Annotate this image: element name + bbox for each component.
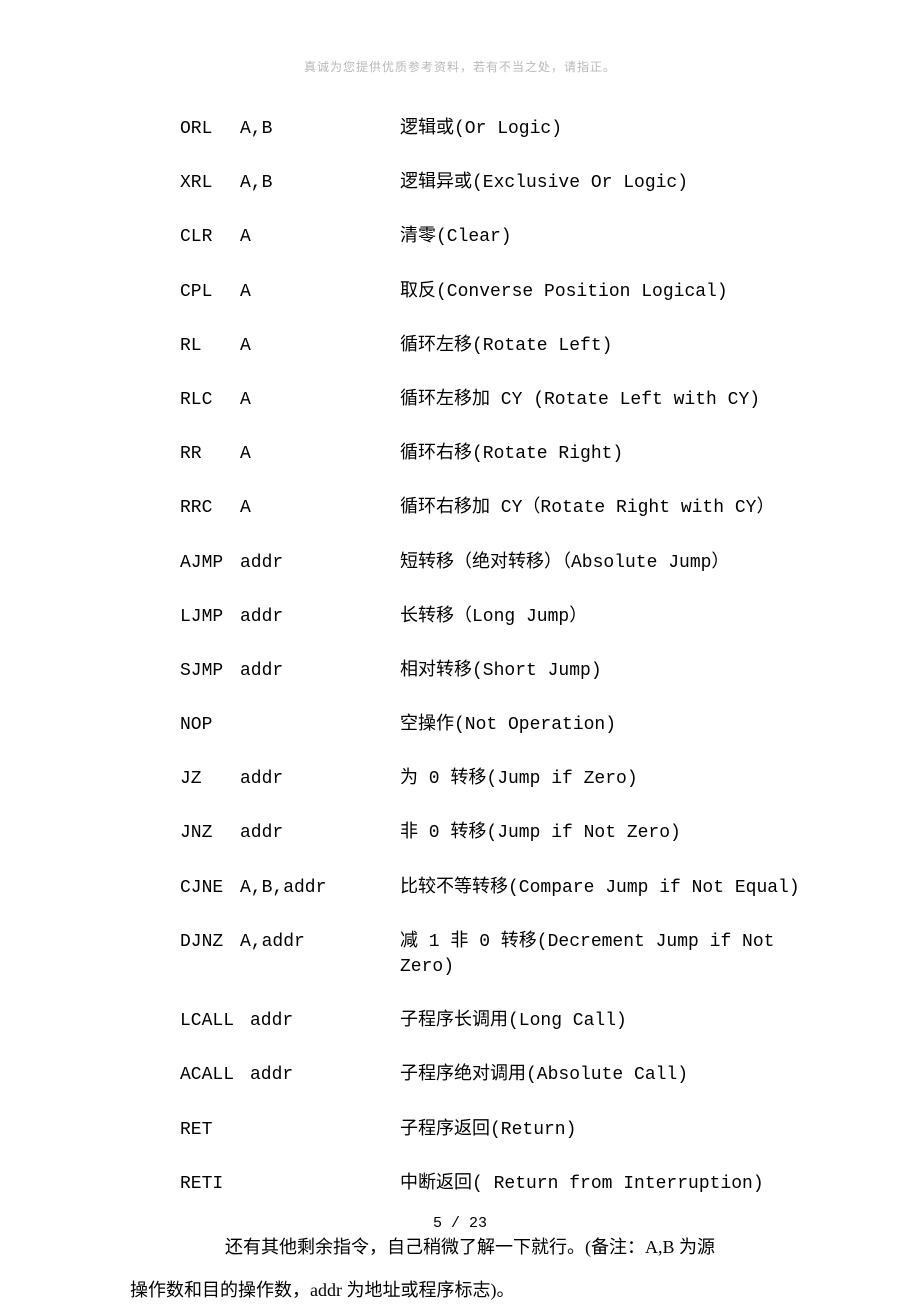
instruction-row: ACALL addr 子程序绝对调用(Absolute Call) (180, 1063, 820, 1088)
instruction-row: LCALL addr 子程序长调用(Long Call) (180, 1009, 820, 1034)
page-header: 真诚为您提供优质参考资料，若有不当之处，请指正。 (0, 0, 920, 75)
instruction-row: AJMP addr 短转移（绝对转移）（Absolute Jump） (180, 551, 820, 576)
instruction-row: CPL A 取反(Converse Position Logical) (180, 280, 820, 305)
operands: A (240, 496, 400, 521)
description: 清零(Clear) (400, 225, 820, 250)
operands: addr (240, 659, 400, 684)
mnemonic: LCALL (180, 1009, 250, 1034)
operands: addr (240, 551, 400, 576)
operands: addr (250, 1063, 400, 1088)
description: 循环左移加 CY (Rotate Left with CY) (400, 388, 820, 413)
description: 中断返回( Return from Interruption) (400, 1172, 820, 1197)
instruction-row: NOP 空操作(Not Operation) (180, 713, 820, 738)
mnemonic: RETI (180, 1172, 240, 1197)
mnemonic: RET (180, 1118, 240, 1143)
description: 空操作(Not Operation) (400, 713, 820, 738)
mnemonic: ORL (180, 117, 240, 142)
operands: A (240, 442, 400, 467)
description: 非 0 转移(Jump if Not Zero) (400, 821, 820, 846)
mnemonic: AJMP (180, 551, 240, 576)
instruction-row: ORL A,B 逻辑或(Or Logic) (180, 117, 820, 142)
note-text-1: 还有其他剩余指令，自己稍微了解一下就行。(备注：A,B 为源 (225, 1237, 715, 1257)
operands: A (240, 225, 400, 250)
description: 逻辑或(Or Logic) (400, 117, 820, 142)
description: 比较不等转移(Compare Jump if Not Equal) (400, 876, 820, 901)
operands: A (240, 388, 400, 413)
mnemonic: ACALL (180, 1063, 250, 1088)
operands: A,B (240, 171, 400, 196)
mnemonic: XRL (180, 171, 240, 196)
operands: addr (240, 767, 400, 792)
operands (240, 713, 400, 738)
instruction-row: CJNE A,B,addr 比较不等转移(Compare Jump if Not… (180, 876, 820, 901)
instruction-row: CLR A 清零(Clear) (180, 225, 820, 250)
instruction-row: RRC A 循环右移加 CY（Rotate Right with CY） (180, 496, 820, 521)
operands: A (240, 334, 400, 359)
note-line-1: 还有其他剩余指令，自己稍微了解一下就行。(备注：A,B 为源 (180, 1226, 820, 1269)
mnemonic: RLC (180, 388, 240, 413)
mnemonic: RL (180, 334, 240, 359)
operands: addr (240, 821, 400, 846)
instruction-row: JNZ addr 非 0 转移(Jump if Not Zero) (180, 821, 820, 846)
instruction-row: SJMP addr 相对转移(Short Jump) (180, 659, 820, 684)
operands: A,addr (240, 930, 400, 980)
instruction-row: LJMP addr 长转移（Long Jump） (180, 605, 820, 630)
description: 短转移（绝对转移）（Absolute Jump） (400, 551, 820, 576)
instruction-row: XRL A,B 逻辑异或(Exclusive Or Logic) (180, 171, 820, 196)
mnemonic: NOP (180, 713, 240, 738)
description: 长转移（Long Jump） (400, 605, 820, 630)
description: 子程序绝对调用(Absolute Call) (400, 1063, 820, 1088)
instruction-row: RR A 循环右移(Rotate Right) (180, 442, 820, 467)
operands: addr (240, 605, 400, 630)
instruction-row: JZ addr 为 0 转移(Jump if Zero) (180, 767, 820, 792)
description: 相对转移(Short Jump) (400, 659, 820, 684)
instruction-row: RL A 循环左移(Rotate Left) (180, 334, 820, 359)
instruction-row: RLC A 循环左移加 CY (Rotate Left with CY) (180, 388, 820, 413)
instruction-row: RETI 中断返回( Return from Interruption) (180, 1172, 820, 1197)
mnemonic: CLR (180, 225, 240, 250)
mnemonic: DJNZ (180, 930, 240, 980)
note-line-2: 操作数和目的操作数，addr 为地址或程序标志)。 (130, 1269, 820, 1312)
operands: addr (250, 1009, 400, 1034)
operands: A,B (240, 117, 400, 142)
operands (240, 1172, 400, 1197)
instruction-row: RET 子程序返回(Return) (180, 1118, 820, 1143)
page-number: 5 / 23 (433, 1215, 487, 1232)
note-text-2: 操作数和目的操作数，addr 为地址或程序标志)。 (130, 1280, 514, 1300)
content-area: ORL A,B 逻辑或(Or Logic) XRL A,B 逻辑异或(Exclu… (0, 75, 920, 1312)
mnemonic: LJMP (180, 605, 240, 630)
operands: A,B,addr (240, 876, 400, 901)
mnemonic: CPL (180, 280, 240, 305)
operands: A (240, 280, 400, 305)
description: 减 1 非 0 转移(Decrement Jump if Not Zero) (400, 930, 820, 980)
page-footer: 5 / 23 (0, 1215, 920, 1232)
mnemonic: RR (180, 442, 240, 467)
description: 子程序返回(Return) (400, 1118, 820, 1143)
operands (240, 1118, 400, 1143)
description: 取反(Converse Position Logical) (400, 280, 820, 305)
mnemonic: JZ (180, 767, 240, 792)
mnemonic: JNZ (180, 821, 240, 846)
description: 为 0 转移(Jump if Zero) (400, 767, 820, 792)
description: 循环左移(Rotate Left) (400, 334, 820, 359)
description: 循环右移加 CY（Rotate Right with CY） (400, 496, 820, 521)
description: 逻辑异或(Exclusive Or Logic) (400, 171, 820, 196)
instruction-row: DJNZ A,addr 减 1 非 0 转移(Decrement Jump if… (180, 930, 820, 980)
mnemonic: RRC (180, 496, 240, 521)
mnemonic: SJMP (180, 659, 240, 684)
mnemonic: CJNE (180, 876, 240, 901)
description: 子程序长调用(Long Call) (400, 1009, 820, 1034)
description: 循环右移(Rotate Right) (400, 442, 820, 467)
header-text: 真诚为您提供优质参考资料，若有不当之处，请指正。 (304, 60, 616, 74)
